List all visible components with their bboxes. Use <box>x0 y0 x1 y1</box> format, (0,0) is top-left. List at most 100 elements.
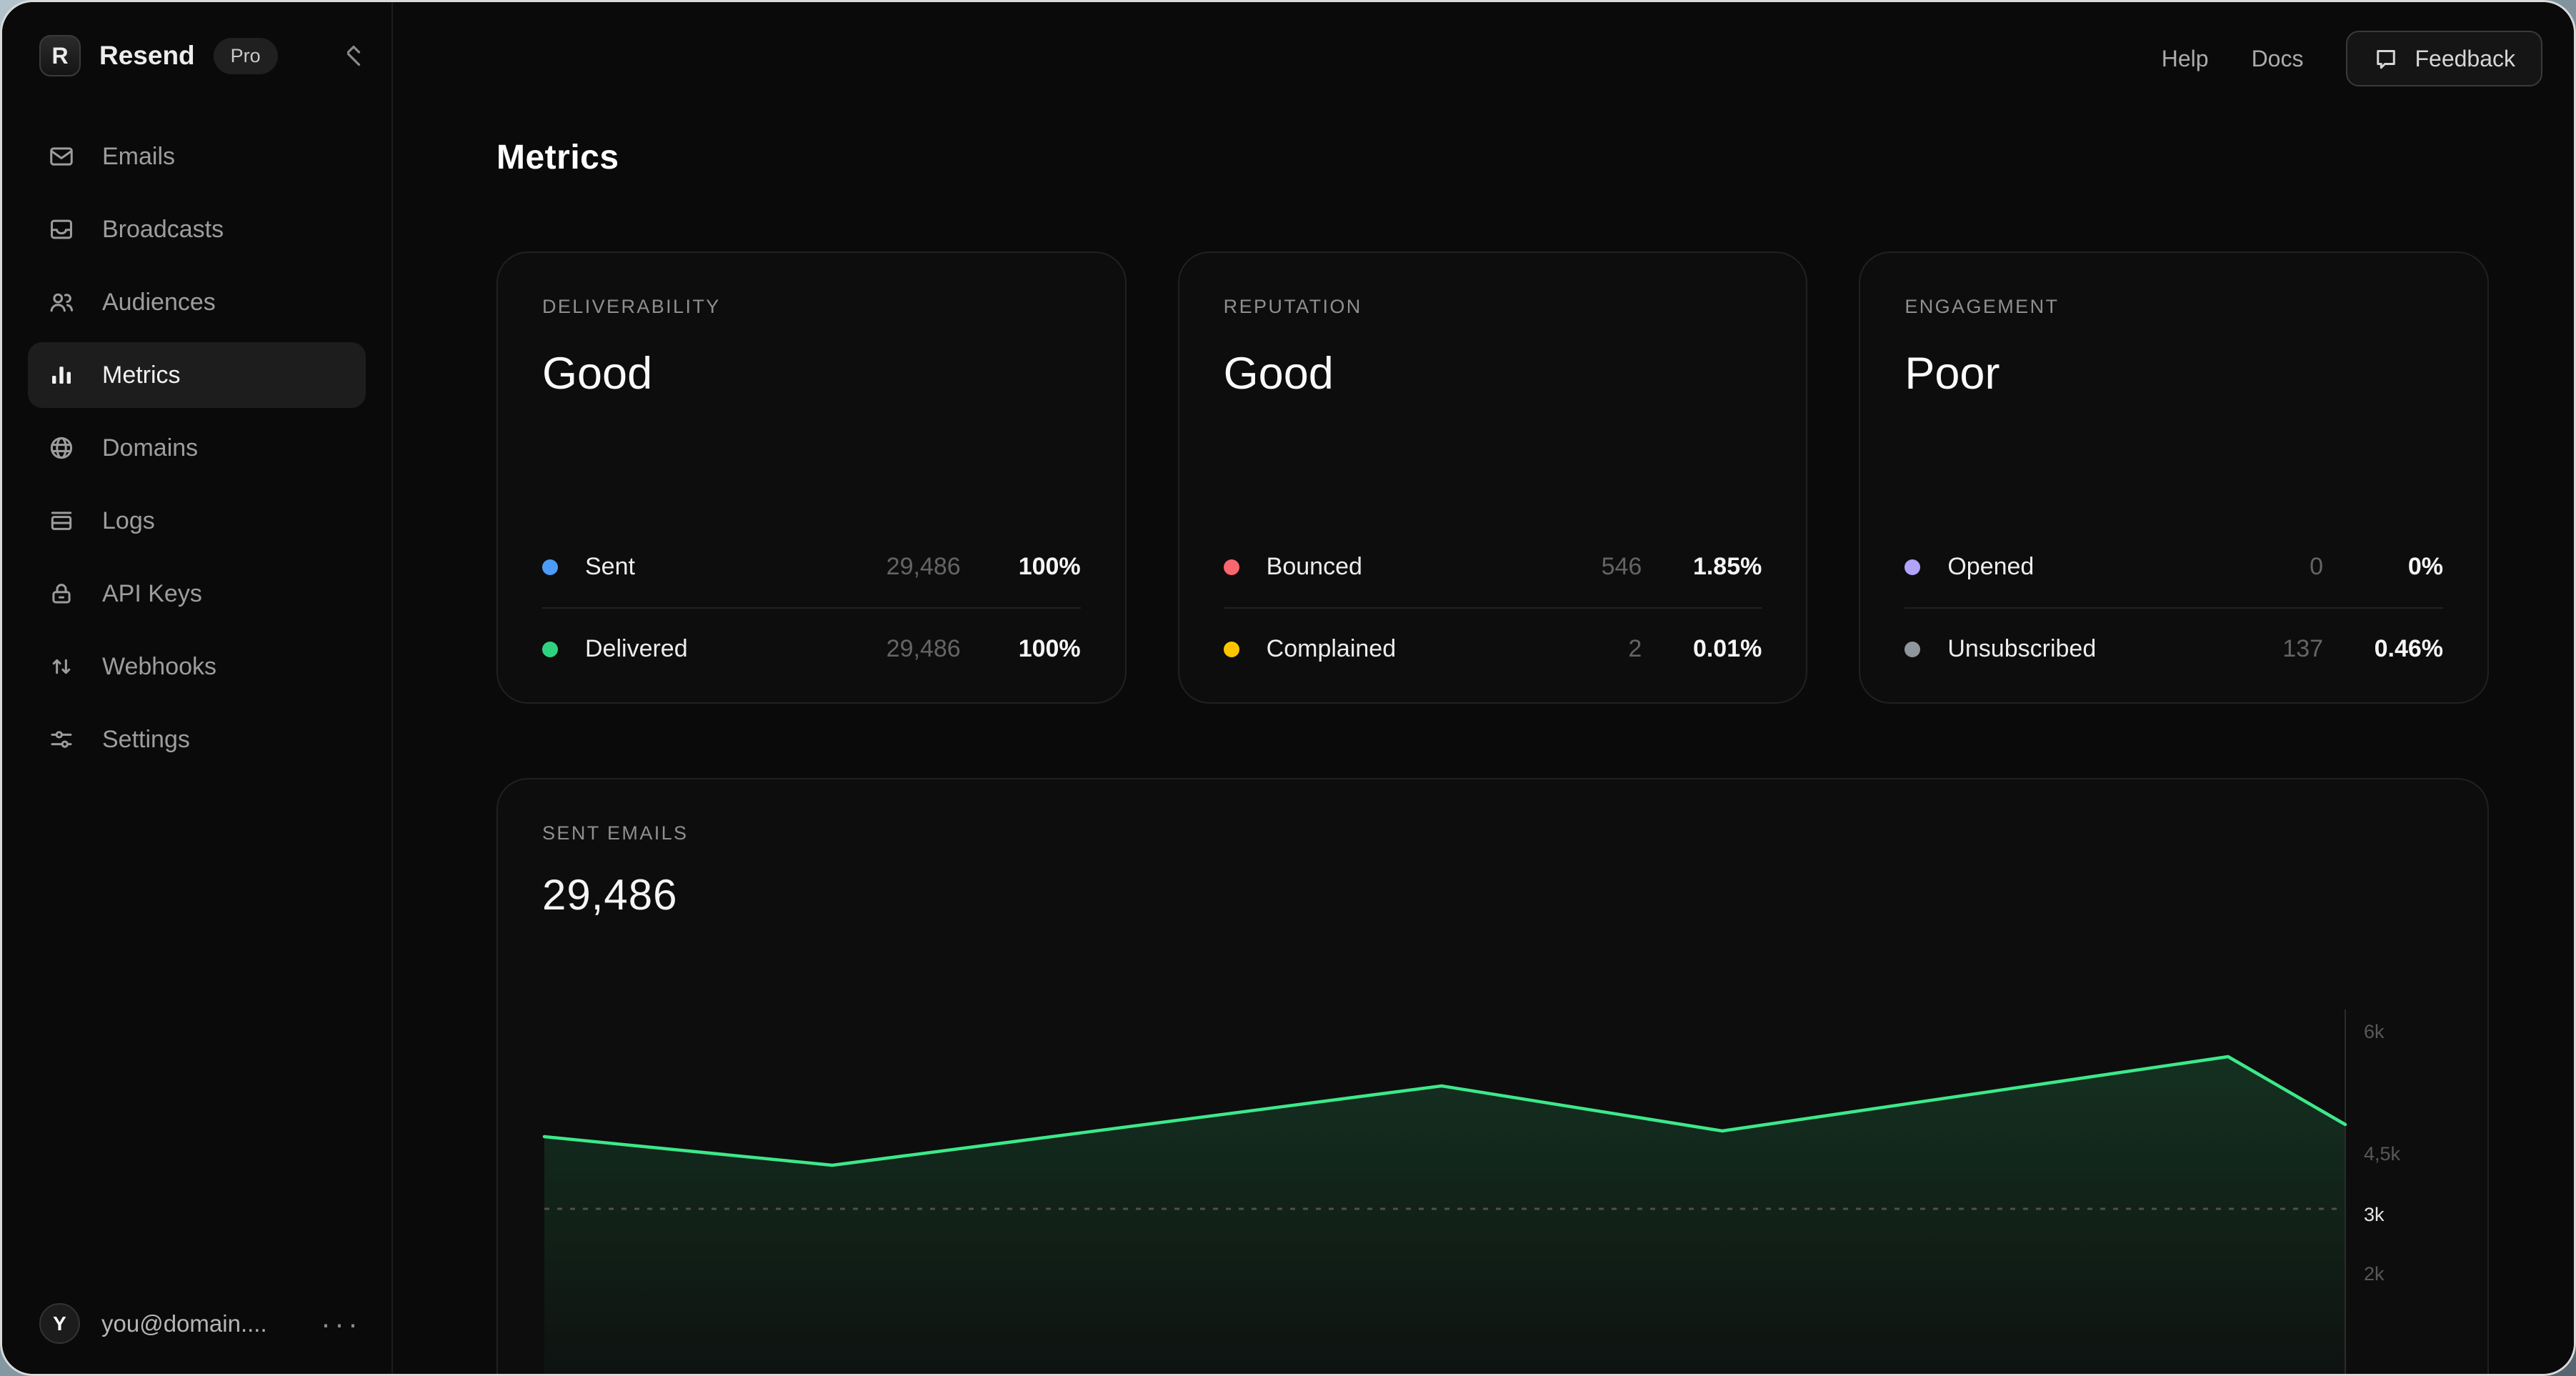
sidebar-item-label: Metrics <box>102 361 181 389</box>
metric-dot-icon <box>1904 641 1921 657</box>
sidebar-item-label: Emails <box>102 142 176 170</box>
metric-dot-icon <box>542 641 558 657</box>
metric-dot-icon <box>1223 641 1239 657</box>
metric-percent: 0.01% <box>1692 635 1762 662</box>
mail-icon <box>50 147 73 166</box>
sidebar-item-label: Logs <box>102 507 155 534</box>
broadcast-icon <box>51 219 72 239</box>
metric-value: 0 <box>2310 553 2324 580</box>
users-icon <box>50 293 74 312</box>
sent-emails-label: SENT EMAILS <box>542 822 689 844</box>
summary-card-status: Good <box>1223 349 1334 399</box>
ellipsis-icon[interactable]: ··· <box>321 1306 361 1340</box>
metric-label: Unsubscribed <box>1947 635 2097 662</box>
resend-logo: R <box>39 35 81 76</box>
plan-badge: Pro <box>213 37 278 74</box>
summary-card-category: ENGAGEMENT <box>1904 296 2060 317</box>
sent-emails-chart: 6k 4,5k 3k 2k <box>542 1009 2401 1374</box>
workspace-switcher[interactable]: R Resend Pro <box>39 35 364 76</box>
metric-value: 2 <box>1628 635 1642 662</box>
feedback-button[interactable]: Feedback <box>2346 31 2542 86</box>
sidebar-item-label: Webhooks <box>102 652 217 680</box>
summary-card-status: Good <box>542 349 653 399</box>
metric-dot-icon <box>1223 559 1239 575</box>
sliders-icon <box>51 731 72 748</box>
sidebar-item-emails[interactable]: Emails <box>28 124 366 189</box>
chart-y-tick-4,5k: 4,5k <box>2364 1143 2401 1165</box>
sent-emails-card: SENT EMAILS 29,486 6k 4,5k 3k 2k <box>496 778 2489 1374</box>
workspace-name: Resend <box>99 41 195 70</box>
sidebar-item-logs[interactable]: Logs <box>28 488 366 554</box>
metric-percent: 1.85% <box>1692 553 1762 580</box>
sidebar-item-label: Domains <box>102 434 199 462</box>
chart-area-fill <box>544 1057 2345 1374</box>
metric-value: 546 <box>1601 553 1642 580</box>
metric-label: Sent <box>585 553 635 580</box>
metric-value: 137 <box>2282 635 2324 662</box>
topbar: Help Docs Feedback <box>2162 31 2542 86</box>
metric-label: Complained <box>1266 635 1397 662</box>
summary-card-rows: Sent 29,486 100% Delivered 29,486 100% <box>542 527 1081 689</box>
logs-icon <box>51 512 72 530</box>
summary-card-status: Poor <box>1904 349 2000 399</box>
bar-chart-icon <box>52 367 71 384</box>
avatar: Y <box>39 1303 80 1344</box>
metric-row: Complained 2 0.01% <box>1223 607 1762 689</box>
metric-percent: 100% <box>1018 553 1081 580</box>
metric-percent: 0% <box>2407 553 2444 580</box>
sidebar: R Resend Pro Emails Broadcasts Audiences Me… <box>2 2 393 1374</box>
globe-icon <box>50 437 73 459</box>
summary-card-category: DELIVERABILITY <box>542 296 721 317</box>
metric-dot-icon <box>542 559 558 575</box>
help-link[interactable]: Help <box>2161 45 2209 71</box>
summary-card: REPUTATION Good Bounced 546 1.85% Compla… <box>1177 251 1808 704</box>
metric-label: Bounced <box>1266 553 1362 580</box>
lock-icon <box>52 584 71 604</box>
summary-card-rows: Opened 0 0% Unsubscribed 137 0.46% <box>1904 527 2444 689</box>
metric-value: 29,486 <box>886 635 961 662</box>
summary-cards-row: DELIVERABILITY Good Sent 29,486 100% Del… <box>496 251 2490 704</box>
metric-label: Delivered <box>585 635 688 662</box>
sidebar-item-label: API Keys <box>102 579 202 607</box>
page-title: Metrics <box>496 139 619 176</box>
chart-y-tick-6k: 6k <box>2364 1021 2385 1042</box>
summary-card: ENGAGEMENT Poor Opened 0 0% Unsubscribed… <box>1859 251 2490 704</box>
sidebar-item-label: Audiences <box>102 288 216 316</box>
chart-series-line <box>542 1055 2347 1167</box>
user-email: you@domain.... <box>101 1310 267 1337</box>
metric-row: Bounced 546 1.85% <box>1223 527 1762 607</box>
main-content: Help Docs Feedback Metrics DELIVERABILIT… <box>393 2 2574 1374</box>
sidebar-item-api-keys[interactable]: API Keys <box>28 561 366 627</box>
sidebar-nav: Emails Broadcasts Audiences Metrics Domains L… <box>28 124 366 772</box>
summary-card-rows: Bounced 546 1.85% Complained 2 0.01% <box>1223 527 1762 689</box>
metric-row: Opened 0 0% <box>1904 527 2443 607</box>
sidebar-item-settings[interactable]: Settings <box>28 707 366 772</box>
docs-link[interactable]: Docs <box>2251 45 2304 71</box>
logo-letter: R <box>51 42 69 69</box>
chart-y-tick-3k: 3k <box>2364 1204 2385 1225</box>
metric-row: Delivered 29,486 100% <box>542 607 1081 689</box>
metric-dot-icon <box>1904 559 1921 575</box>
metric-label: Opened <box>1947 553 2035 580</box>
sidebar-item-audiences[interactable]: Audiences <box>28 269 366 335</box>
sidebar-item-domains[interactable]: Domains <box>28 415 366 481</box>
arrows-up-down-icon <box>52 659 71 674</box>
sidebar-item-label: Settings <box>102 725 190 753</box>
feedback-label: Feedback <box>2415 45 2515 71</box>
avatar-initial: Y <box>53 1312 66 1335</box>
sidebar-item-broadcasts[interactable]: Broadcasts <box>28 196 366 262</box>
user-menu[interactable]: Y you@domain.... ··· <box>39 1303 361 1344</box>
summary-card-category: REPUTATION <box>1223 296 1362 317</box>
chat-bubble-icon <box>2377 50 2396 69</box>
metric-row: Sent 29,486 100% <box>542 527 1081 607</box>
sidebar-item-webhooks[interactable]: Webhooks <box>28 634 366 699</box>
metric-percent: 0.46% <box>2374 635 2444 662</box>
metric-percent: 100% <box>1018 635 1081 662</box>
metric-row: Unsubscribed 137 0.46% <box>1904 607 2444 689</box>
chart-y-tick-2k: 2k <box>2364 1263 2385 1285</box>
sidebar-item-metrics[interactable]: Metrics <box>28 342 366 408</box>
summary-card: DELIVERABILITY Good Sent 29,486 100% Del… <box>496 251 1127 704</box>
sidebar-item-label: Broadcasts <box>102 215 224 243</box>
chevron-up-down-icon <box>346 45 361 66</box>
